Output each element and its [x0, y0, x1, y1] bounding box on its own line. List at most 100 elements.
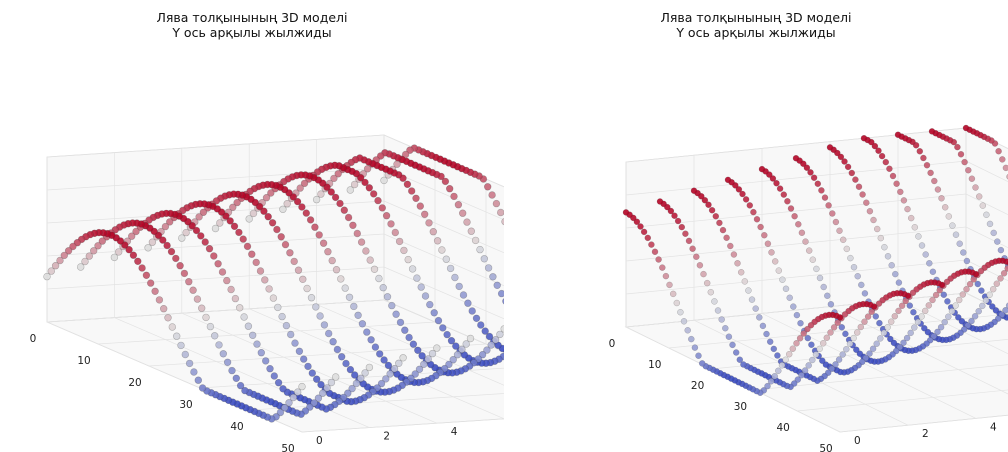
scatter-point: [943, 278, 951, 286]
scatter-point: [808, 341, 815, 348]
scatter-point: [232, 374, 241, 382]
scatter-point: [827, 301, 835, 308]
chart-title-line1: Лява толқынының 3D моделі: [156, 10, 348, 25]
scatter-point: [785, 350, 793, 358]
x-tick-label: 10: [77, 355, 90, 367]
scatter-point: [805, 247, 813, 254]
scatter-point: [696, 262, 704, 269]
scatter-point: [805, 362, 812, 369]
scatter-point: [353, 229, 361, 238]
scatter-point: [810, 174, 818, 181]
scatter-point: [856, 350, 864, 357]
scatter-point: [854, 272, 861, 280]
scatter-point: [261, 276, 269, 284]
scatter-point: [370, 265, 379, 273]
scatter-point: [211, 224, 220, 233]
scatter-point: [990, 229, 997, 237]
scatter-point: [267, 189, 275, 197]
scatter-point: [487, 341, 495, 349]
scatter-point: [797, 319, 804, 327]
scatter-point: [673, 299, 681, 307]
scatter-point: [655, 256, 662, 263]
x-tick-label: 20: [691, 380, 704, 392]
scatter-point: [834, 319, 841, 326]
scatter-point: [413, 274, 421, 282]
scatter-point: [493, 281, 501, 289]
scatter-point: [748, 296, 756, 303]
scatter-point: [800, 330, 807, 337]
scatter-point: [796, 335, 804, 342]
chart-subtitle: Y ось арқылы жылжиды: [676, 25, 836, 40]
scatter-point: [502, 298, 504, 305]
scatter-point: [474, 355, 482, 363]
scatter-point: [476, 245, 484, 254]
scatter-point: [98, 237, 107, 245]
scatter-point: [1002, 307, 1008, 314]
scatter-point: [185, 278, 193, 286]
scatter-point: [890, 339, 898, 347]
scatter-point: [299, 275, 307, 283]
scatter-point: [876, 319, 883, 327]
scatter-point: [361, 178, 369, 187]
scatter-point: [764, 382, 771, 390]
scatter-point: [689, 245, 696, 252]
chart-title-line1: Лява толқынының 3D моделі: [660, 10, 852, 25]
scatter-point: [296, 184, 304, 192]
scatter-point: [682, 230, 689, 237]
grid-line: [250, 393, 504, 411]
scatter-point: [891, 312, 899, 320]
scatter-point: [975, 307, 982, 315]
scatter-point: [388, 301, 396, 310]
data-points: [43, 144, 504, 423]
scatter-point: [818, 187, 825, 194]
x-tick-label: 20: [128, 377, 141, 389]
scatter-point: [350, 302, 358, 311]
scatter-point: [454, 201, 463, 209]
scatter-point: [226, 217, 234, 225]
scatter-point: [281, 404, 289, 412]
scatter-point: [633, 218, 641, 226]
grid-line: [199, 367, 504, 389]
scatter-point: [978, 287, 985, 294]
scatter-point: [452, 342, 460, 350]
scatter-point: [433, 344, 441, 352]
grid-line: [797, 389, 1008, 412]
scatter-point: [384, 361, 393, 370]
scatter-point: [269, 294, 278, 302]
scatter-point: [433, 237, 442, 245]
scatter-point: [348, 384, 356, 393]
scatter-point: [344, 213, 353, 222]
scatter-point: [801, 367, 809, 374]
scatter-point: [300, 355, 308, 363]
scatter-point: [56, 256, 64, 265]
grid-line: [711, 339, 1008, 370]
scatter-point: [249, 331, 257, 339]
scatter-point: [380, 176, 388, 185]
scatter-point: [330, 174, 338, 183]
scatter-point: [346, 186, 354, 194]
scatter-point: [138, 264, 146, 272]
scatter-point: [979, 202, 987, 209]
scatter-point: [195, 213, 203, 221]
scatter-point: [302, 209, 310, 217]
scatter-point: [485, 332, 494, 341]
scatter-point: [154, 231, 163, 240]
scatter-point: [775, 267, 783, 274]
scatter-point: [365, 363, 374, 372]
scatter-point: [847, 254, 854, 262]
scatter-point: [932, 291, 940, 299]
scatter-point: [688, 335, 695, 343]
scatter-point: [895, 307, 902, 315]
scatter-point: [491, 336, 500, 344]
scatter-point: [325, 329, 333, 338]
scatter-point: [824, 292, 831, 300]
scatter-point: [441, 177, 450, 186]
scatter-point: [816, 274, 824, 282]
scatter-point: [159, 236, 167, 244]
scatter-point: [669, 290, 677, 298]
scatter-point: [922, 251, 929, 258]
scatter-point: [240, 313, 248, 321]
scatter-point: [177, 341, 185, 350]
scatter-point: [438, 246, 446, 254]
scatter-point: [911, 324, 918, 331]
